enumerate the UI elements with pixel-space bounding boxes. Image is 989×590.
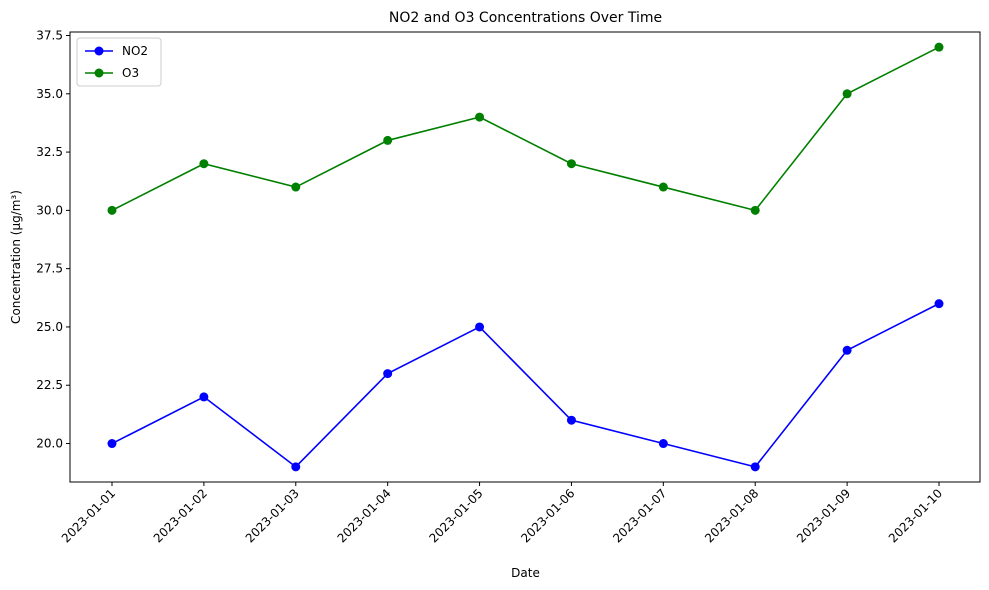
legend-label-no2: NO2 <box>122 44 148 58</box>
y-tick-label: 22.5 <box>36 378 63 392</box>
no2-point-2023-01-08 <box>750 462 760 472</box>
x-axis-title: Date <box>511 566 540 580</box>
no2-point-2023-01-02 <box>199 392 209 402</box>
o3-point-2023-01-10 <box>934 42 944 52</box>
no2-point-2023-01-05 <box>475 322 485 332</box>
legend-marker-no2 <box>94 46 104 56</box>
o3-series-line <box>111 46 940 212</box>
o3-point-2023-01-01 <box>107 205 117 215</box>
y-axis-title: Concentration (µg/m³) <box>9 190 23 324</box>
o3-point-2023-01-07 <box>658 182 668 192</box>
y-tick-label: 32.5 <box>36 145 63 159</box>
y-tick-label: 25.0 <box>36 320 63 334</box>
no2-point-2023-01-10 <box>934 299 944 309</box>
no2-point-2023-01-04 <box>383 369 393 379</box>
o3-point-2023-01-05 <box>475 112 485 122</box>
legend-marker-o3 <box>94 68 104 78</box>
o3-point-2023-01-02 <box>199 159 209 169</box>
o3-point-2023-01-04 <box>383 135 393 145</box>
axes-frame <box>69 31 981 483</box>
no2-point-2023-01-06 <box>566 415 576 425</box>
o3-point-2023-01-08 <box>750 205 760 215</box>
no2-point-2023-01-07 <box>658 439 668 449</box>
legend-box <box>76 37 162 87</box>
y-tick-label: 27.5 <box>36 262 63 276</box>
legend: NO2 O3 <box>76 37 162 87</box>
legend-label-o3: O3 <box>122 66 139 80</box>
o3-point-2023-01-09 <box>842 89 852 99</box>
o3-point-2023-01-03 <box>291 182 301 192</box>
y-tick-label: 20.0 <box>36 437 63 451</box>
chart-title: NO2 and O3 Concentrations Over Time <box>389 10 662 26</box>
no2-point-2023-01-01 <box>107 439 117 449</box>
no2-point-2023-01-03 <box>291 462 301 472</box>
no2-series-line <box>111 302 940 468</box>
y-tick-label: 35.0 <box>36 87 63 101</box>
o3-point-2023-01-06 <box>566 159 576 169</box>
no2-point-2023-01-09 <box>842 345 852 355</box>
y-tick-label: 30.0 <box>36 203 63 217</box>
y-tick-label: 37.5 <box>36 28 63 42</box>
